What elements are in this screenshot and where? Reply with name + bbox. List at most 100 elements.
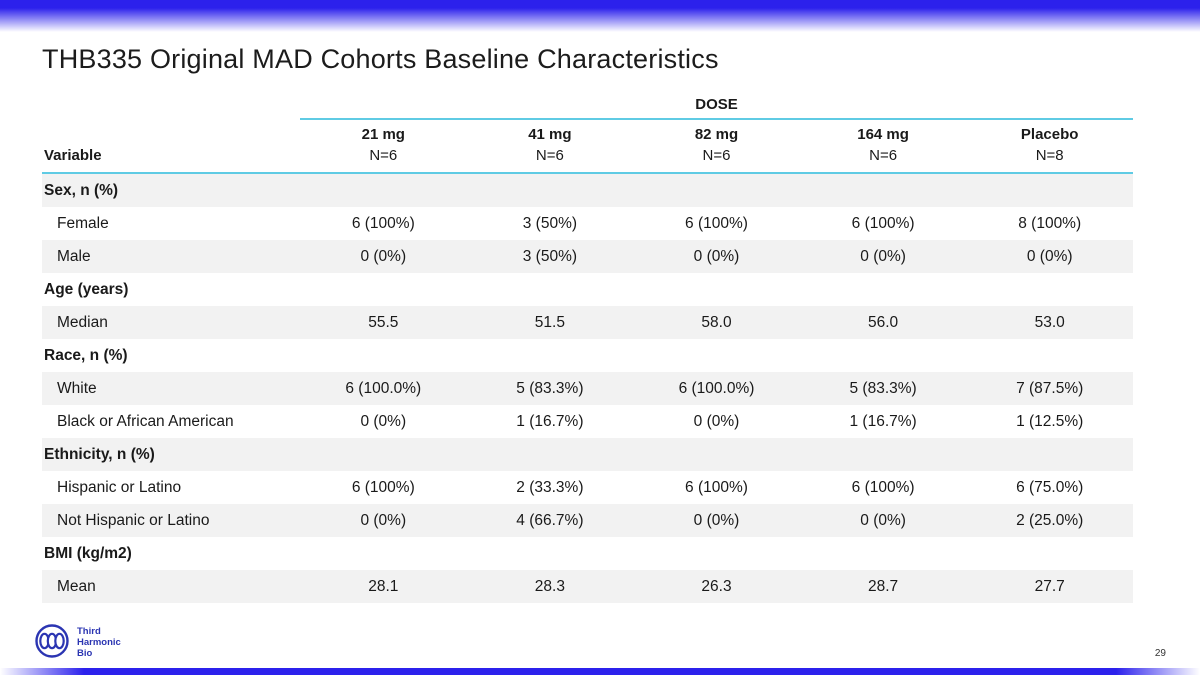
row-label: Age (years) bbox=[44, 280, 129, 298]
cell-value: 3 (50%) bbox=[522, 247, 578, 265]
dose-column-header: 82 mg N=6 bbox=[633, 126, 800, 164]
cell-value: 5 (83.3%) bbox=[849, 379, 917, 397]
bottom-gradient-bar bbox=[0, 668, 1200, 675]
dose-name: 164 mg bbox=[857, 126, 909, 143]
row-label: Black or African American bbox=[57, 412, 234, 430]
page-number: 29 bbox=[1154, 648, 1166, 659]
cell-value: 3 (50%) bbox=[522, 214, 578, 232]
cell-value: 1 (12.5%) bbox=[1016, 412, 1084, 430]
cell-value: 6 (100%) bbox=[351, 214, 415, 232]
cell-value: 1 (16.7%) bbox=[849, 412, 917, 430]
row-label: Race, n (%) bbox=[44, 346, 128, 364]
cell-value: 6 (100%) bbox=[851, 214, 915, 232]
logo-line-1: Third bbox=[77, 626, 101, 638]
dose-name: 41 mg bbox=[528, 126, 572, 143]
table-row: Black or African American 0 (0%) 1 (16.7%)… bbox=[42, 405, 1133, 438]
table-row: White 6 (100.0%) 5 (83.3%) 6 (100.0%) 5 (83.… bbox=[42, 372, 1133, 405]
cell-value: 0 (0%) bbox=[693, 511, 740, 529]
cell-value: 0 (0%) bbox=[693, 412, 740, 430]
cell-value: 7 (87.5%) bbox=[1016, 379, 1084, 397]
table-body: Sex, n (%) Female 6 (100%) 3 (50%) 6 (100%) 6… bbox=[42, 174, 1133, 603]
dose-header-spacer bbox=[42, 96, 300, 120]
table-row: Female 6 (100%) 3 (50%) 6 (100%) 6 (100%) 8 (… bbox=[42, 207, 1133, 240]
cell-value: 2 (33.3%) bbox=[516, 478, 584, 496]
category-row: Race, n (%) bbox=[42, 339, 1133, 372]
row-label: Female bbox=[57, 214, 109, 232]
baseline-characteristics-table: DOSE Variable 21 mg N=6 41 mg N=6 82 mg N=6 16… bbox=[42, 96, 1133, 603]
dose-name: 21 mg bbox=[361, 126, 405, 143]
dose-column-header: 164 mg N=6 bbox=[800, 126, 967, 164]
dose-column-header: Placebo N=8 bbox=[966, 126, 1133, 164]
category-row: Ethnicity, n (%) bbox=[42, 438, 1133, 471]
cell-value: 0 (0%) bbox=[1026, 247, 1073, 265]
category-row: Sex, n (%) bbox=[42, 174, 1133, 207]
cell-value: 6 (75.0%) bbox=[1016, 478, 1084, 496]
cell-value: 6 (100%) bbox=[685, 478, 748, 496]
dose-column-header: 41 mg N=6 bbox=[467, 126, 634, 164]
cell-value: 0 (0%) bbox=[360, 511, 407, 529]
dose-header-label: DOSE bbox=[695, 96, 738, 113]
variable-column-header: Variable bbox=[44, 147, 102, 164]
cell-value: 55.5 bbox=[368, 313, 399, 331]
cell-value: 0 (0%) bbox=[360, 412, 407, 430]
row-label: Ethnicity, n (%) bbox=[44, 445, 155, 463]
top-gradient-bar bbox=[0, 0, 1200, 36]
table-row: Not Hispanic or Latino 0 (0%) 4 (66.7%) 0 (… bbox=[42, 504, 1133, 537]
cell-value: 28.1 bbox=[368, 577, 399, 595]
dose-n-count: N=6 bbox=[535, 147, 564, 164]
cell-value: 0 (0%) bbox=[860, 247, 906, 265]
row-label: Mean bbox=[57, 577, 96, 595]
cell-value: 27.7 bbox=[1034, 577, 1065, 595]
dose-n-count: N=6 bbox=[369, 147, 398, 164]
category-row: BMI (kg/m2) bbox=[42, 537, 1133, 570]
cell-value: 0 (0%) bbox=[360, 247, 407, 265]
table-row: Male 0 (0%) 3 (50%) 0 (0%) 0 (0%) 0 (0%) bbox=[42, 240, 1133, 273]
dose-header-span: DOSE bbox=[300, 96, 1133, 120]
dose-n-count: N=6 bbox=[702, 147, 731, 164]
cell-value: 28.7 bbox=[868, 577, 899, 595]
cell-value: 1 (16.7%) bbox=[516, 412, 584, 430]
logo-line-2: Harmonic bbox=[77, 637, 121, 649]
logo-line-3: Bio bbox=[77, 647, 93, 659]
cell-value: 0 (0%) bbox=[860, 511, 906, 529]
third-harmonic-bio-logo-icon bbox=[33, 622, 71, 665]
row-label: Male bbox=[57, 247, 91, 265]
dose-n-count: N=6 bbox=[869, 147, 898, 164]
cell-value: 6 (100%) bbox=[851, 478, 915, 496]
dose-name: 82 mg bbox=[694, 126, 739, 143]
cell-value: 51.5 bbox=[534, 313, 565, 331]
table-row: Hispanic or Latino 6 (100%) 2 (33.3%) 6 (10… bbox=[42, 471, 1133, 504]
company-logo: Third Harmonic Bio bbox=[33, 622, 121, 665]
row-label: Not Hispanic or Latino bbox=[57, 511, 210, 529]
cell-value: 6 (100%) bbox=[351, 478, 415, 496]
company-logo-text: Third Harmonic Bio bbox=[77, 626, 121, 660]
page-title: THB335 Original MAD Cohorts Baseline Cha… bbox=[42, 44, 719, 74]
cell-value: 8 (100%) bbox=[1018, 214, 1082, 232]
row-label: Hispanic or Latino bbox=[57, 478, 182, 496]
row-label: Median bbox=[57, 313, 108, 331]
cell-value: 26.3 bbox=[701, 577, 732, 595]
row-label: Sex, n (%) bbox=[44, 181, 119, 199]
cell-value: 5 (83.3%) bbox=[516, 379, 584, 397]
category-row: Age (years) bbox=[42, 273, 1133, 306]
cell-value: 58.0 bbox=[701, 313, 732, 331]
row-label: BMI (kg/m2) bbox=[44, 544, 132, 562]
cell-value: 0 (0%) bbox=[693, 247, 740, 265]
dose-n-count: N=8 bbox=[1035, 147, 1064, 164]
table-row: Mean 28.1 28.3 26.3 28.7 27.7 bbox=[42, 570, 1133, 603]
cell-value: 56.0 bbox=[868, 313, 899, 331]
row-label: White bbox=[57, 379, 97, 397]
table-row: Median 55.5 51.5 58.0 56.0 53.0 bbox=[42, 306, 1133, 339]
dose-column-header: 21 mg N=6 bbox=[300, 126, 467, 164]
dose-header-row: DOSE bbox=[42, 96, 1133, 120]
cell-value: 53.0 bbox=[1034, 313, 1065, 331]
cell-value: 6 (100.0%) bbox=[678, 379, 755, 397]
dose-name: Placebo bbox=[1020, 126, 1079, 143]
cell-value: 6 (100.0%) bbox=[345, 379, 422, 397]
cell-value: 6 (100%) bbox=[685, 214, 748, 232]
cell-value: 4 (66.7%) bbox=[516, 511, 584, 529]
column-header-row: Variable 21 mg N=6 41 mg N=6 82 mg N=6 164 mg N… bbox=[42, 120, 1133, 174]
cell-value: 28.3 bbox=[534, 577, 565, 595]
cell-value: 2 (25.0%) bbox=[1016, 511, 1084, 529]
